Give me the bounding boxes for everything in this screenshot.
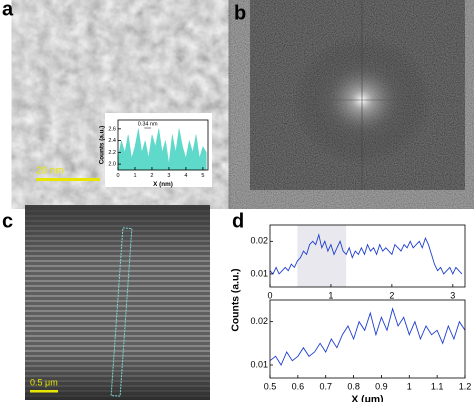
y-tick-label: 0.02 — [250, 236, 268, 246]
plot-frame — [269, 224, 466, 288]
y-tick-label: 2.4 — [108, 138, 116, 144]
x-axis-label: X (nm) — [153, 181, 173, 188]
x-tick-label: 0.9 — [375, 381, 388, 391]
x-tick-label: 3 — [450, 290, 455, 300]
scale-bar — [30, 390, 58, 393]
y-tick-label: 2.0 — [108, 162, 116, 168]
x-tick-label: 3 — [167, 173, 170, 179]
plot-frame — [269, 299, 466, 379]
y-tick-label: 0.01 — [250, 268, 268, 278]
x-tick-label: 1 — [407, 381, 412, 391]
x-tick-label: 1 — [328, 290, 333, 300]
panel-label: b — [234, 2, 246, 24]
y-tick-label: 0.02 — [250, 316, 268, 326]
panel-label: d — [232, 210, 244, 232]
x-tick-label: 2 — [150, 173, 153, 179]
area — [117, 128, 207, 171]
scale-label: 0.5 μm — [30, 377, 58, 387]
panel-label: c — [2, 210, 13, 232]
scale-label: 20 nm — [36, 166, 64, 177]
y-tick-label: 2.6 — [108, 126, 116, 132]
x-tick-label: 0.8 — [347, 381, 360, 391]
plot-frame — [117, 119, 209, 171]
scale-bar — [36, 178, 100, 181]
x-tick-label: 1.2 — [459, 381, 472, 391]
y-axis-label: Counts (a.u.) — [99, 126, 106, 165]
x-tick-label: 1 — [133, 173, 136, 179]
y-tick-label: 0.01 — [250, 359, 268, 369]
x-tick-label: 2 — [389, 290, 394, 300]
x-tick-label: 0 — [267, 290, 272, 300]
selection-box — [110, 227, 133, 397]
x-tick-label: 5 — [201, 173, 204, 179]
x-tick-label: 0 — [116, 173, 119, 179]
annotation: 0.34 nm — [138, 121, 158, 127]
y-tick-label: 2.2 — [108, 150, 116, 156]
shaded-range — [297, 225, 347, 287]
panel-label: a — [2, 0, 14, 20]
x-tick-label: 4 — [184, 173, 187, 179]
line — [269, 233, 463, 275]
x-tick-label: 1.1 — [431, 381, 444, 391]
line — [269, 307, 466, 366]
x-tick-label: 0.5 — [264, 381, 277, 391]
y-axis-label: Counts (a.u.) — [231, 268, 242, 331]
x-tick-label: 0.7 — [319, 381, 332, 391]
x-tick-label: 0.6 — [292, 381, 305, 391]
x-axis-label: X (μm) — [351, 395, 383, 402]
